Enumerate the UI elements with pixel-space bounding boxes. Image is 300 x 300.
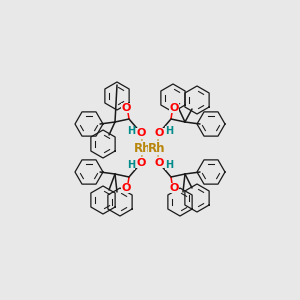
Text: H: H — [165, 160, 173, 170]
Text: O: O — [169, 103, 179, 113]
Text: O: O — [121, 103, 131, 113]
Text: H: H — [165, 126, 173, 136]
Text: H: H — [127, 160, 135, 170]
Text: Rh: Rh — [134, 142, 152, 154]
Text: O: O — [136, 158, 146, 168]
Text: O: O — [154, 158, 164, 168]
Text: O: O — [154, 128, 164, 138]
Text: H: H — [127, 126, 135, 136]
Text: O: O — [136, 128, 146, 138]
Text: O: O — [121, 183, 131, 193]
Text: Rh: Rh — [148, 142, 166, 154]
Text: O: O — [169, 183, 179, 193]
